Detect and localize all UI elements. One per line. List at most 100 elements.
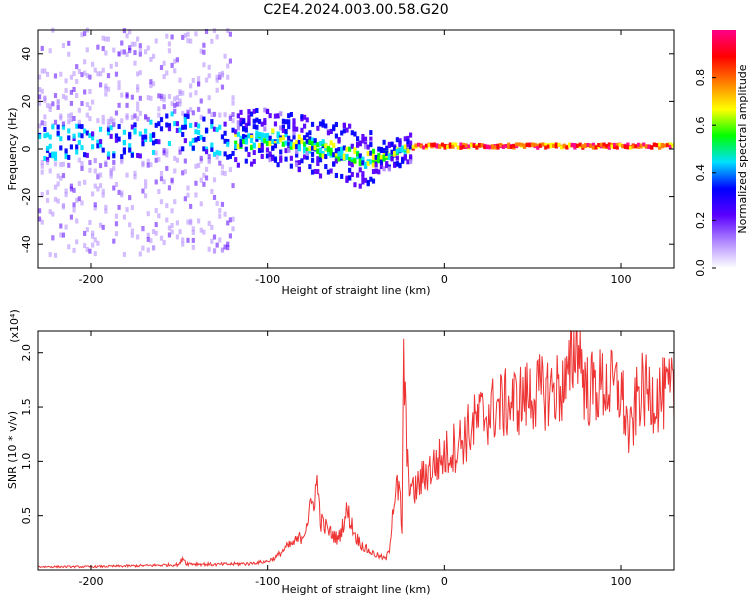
spectrogram-cell	[379, 164, 384, 170]
spectrogram-cell	[207, 159, 211, 165]
spectrogram-cell	[353, 131, 357, 137]
spectrogram-cell	[207, 220, 211, 226]
spectrogram-cell	[231, 226, 235, 232]
spectrogram-cell	[247, 152, 251, 158]
spectrogram-cell	[83, 128, 87, 134]
spectrogram-cell	[462, 142, 466, 147]
spectrogram-cell	[162, 179, 166, 185]
spectrogram-cell	[167, 185, 172, 191]
spectrogram-cell	[223, 53, 227, 59]
spectrogram-cell	[136, 36, 140, 42]
spectrogram-cell	[80, 200, 84, 206]
spectrogram-cell	[109, 116, 113, 122]
spectrogram-cell	[220, 134, 225, 140]
spectrogram-cell	[244, 122, 248, 128]
spectrogram-cell	[247, 114, 251, 120]
spectrogram-cell	[358, 157, 362, 163]
spectrogram-cell	[411, 144, 415, 149]
spectrogram-cell	[93, 251, 97, 257]
spectrogram-cell	[165, 203, 169, 209]
spectrogram-cell	[112, 118, 116, 124]
spectrogram-cell	[615, 142, 619, 147]
spectrogram-cell	[265, 132, 270, 138]
spectrogram-cell	[53, 73, 58, 79]
spectrogram-cell	[218, 124, 222, 130]
spectrogram-cell	[173, 168, 177, 174]
spectrogram-cell	[151, 149, 156, 155]
spectrogram-cell	[226, 245, 230, 251]
spectrogram-cell	[146, 45, 150, 51]
spectrogram-cell	[401, 157, 405, 163]
spectrogram-cell	[144, 128, 148, 134]
spectrogram-cell	[183, 196, 187, 202]
spectrogram-cell	[228, 233, 232, 239]
spectrogram-cell	[59, 162, 63, 168]
spectrogram-cell	[448, 142, 452, 147]
spectrogram-cell	[191, 237, 195, 243]
spectrogram-cell	[350, 162, 354, 168]
spectrogram-cell	[151, 132, 156, 138]
spectrogram-cell	[170, 223, 174, 229]
spectrogram-cell	[522, 143, 527, 148]
spectrogram-cell	[194, 90, 198, 96]
spectrogram-cell	[151, 140, 156, 146]
spectrogram-cell	[204, 28, 209, 34]
spectrogram-cell	[594, 145, 598, 150]
spectrogram-cell	[231, 216, 235, 222]
spectrogram-cell	[112, 159, 116, 165]
spectrogram-cell	[144, 136, 148, 142]
spectrogram-cell	[93, 158, 97, 164]
spectrogram-cell	[104, 50, 108, 56]
spectrogram-cell	[61, 121, 66, 127]
spectrogram-cell	[75, 64, 79, 70]
spectrogram-cell	[136, 71, 140, 77]
spectrogram-cell	[207, 154, 211, 160]
spectrogram-cell	[59, 71, 63, 77]
x-tick-label: -200	[79, 575, 104, 588]
spectrogram-cell	[318, 141, 323, 147]
spectrogram-cell	[350, 159, 354, 165]
spectrogram-cell	[146, 236, 150, 242]
spectrogram-cell	[395, 155, 399, 161]
spectrogram-cell	[186, 38, 190, 44]
spectrogram-cell	[316, 169, 320, 175]
spectrogram-cell	[369, 150, 373, 156]
spectrogram-cell	[162, 148, 166, 154]
spectrogram-cell	[628, 145, 633, 150]
spectrogram-cell	[483, 145, 487, 150]
spectrogram-cell	[215, 77, 219, 83]
spectrogram-cell	[247, 133, 251, 139]
spectrogram-cell	[260, 145, 264, 151]
spectrogram-cell	[236, 131, 240, 137]
spectrogram-cell	[77, 68, 81, 74]
spectrogram-cell	[101, 147, 105, 153]
spectrogram-cell	[305, 138, 309, 144]
spectrogram-cell	[125, 51, 129, 57]
spectrogram-cell	[181, 131, 185, 137]
spectrogram-cell	[573, 145, 577, 150]
spectrogram-cell	[303, 154, 307, 160]
spectrogram-y-label: Frequency (Hz)	[6, 108, 19, 191]
spectrogram-cell	[329, 150, 333, 156]
spectrogram-cell	[215, 87, 219, 93]
spectrogram-cell	[332, 161, 336, 167]
spectrogram-cell	[544, 145, 548, 150]
spectrogram-cell	[98, 222, 103, 228]
spectrogram-cell	[273, 157, 278, 163]
spectrogram-cell	[59, 136, 63, 142]
spectrogram-cell	[204, 146, 209, 152]
spectrogram-cell	[91, 131, 95, 137]
spectrogram-cell	[85, 130, 89, 136]
spectrogram-cell	[234, 131, 238, 137]
spectrogram-cell	[159, 117, 164, 123]
spectrogram-cell	[93, 205, 97, 211]
spectrogram-cell	[80, 72, 84, 78]
spectrogram-cell	[69, 100, 73, 106]
snr-x-ticks: -200 -100 0 100	[79, 331, 632, 588]
spectrogram-cell	[228, 115, 232, 121]
spectrogram-cell	[218, 112, 222, 118]
spectrogram-cell	[398, 163, 402, 169]
spectrogram-cell	[106, 151, 111, 157]
spectrogram-cell	[178, 98, 182, 104]
spectrogram-cell	[77, 196, 81, 202]
